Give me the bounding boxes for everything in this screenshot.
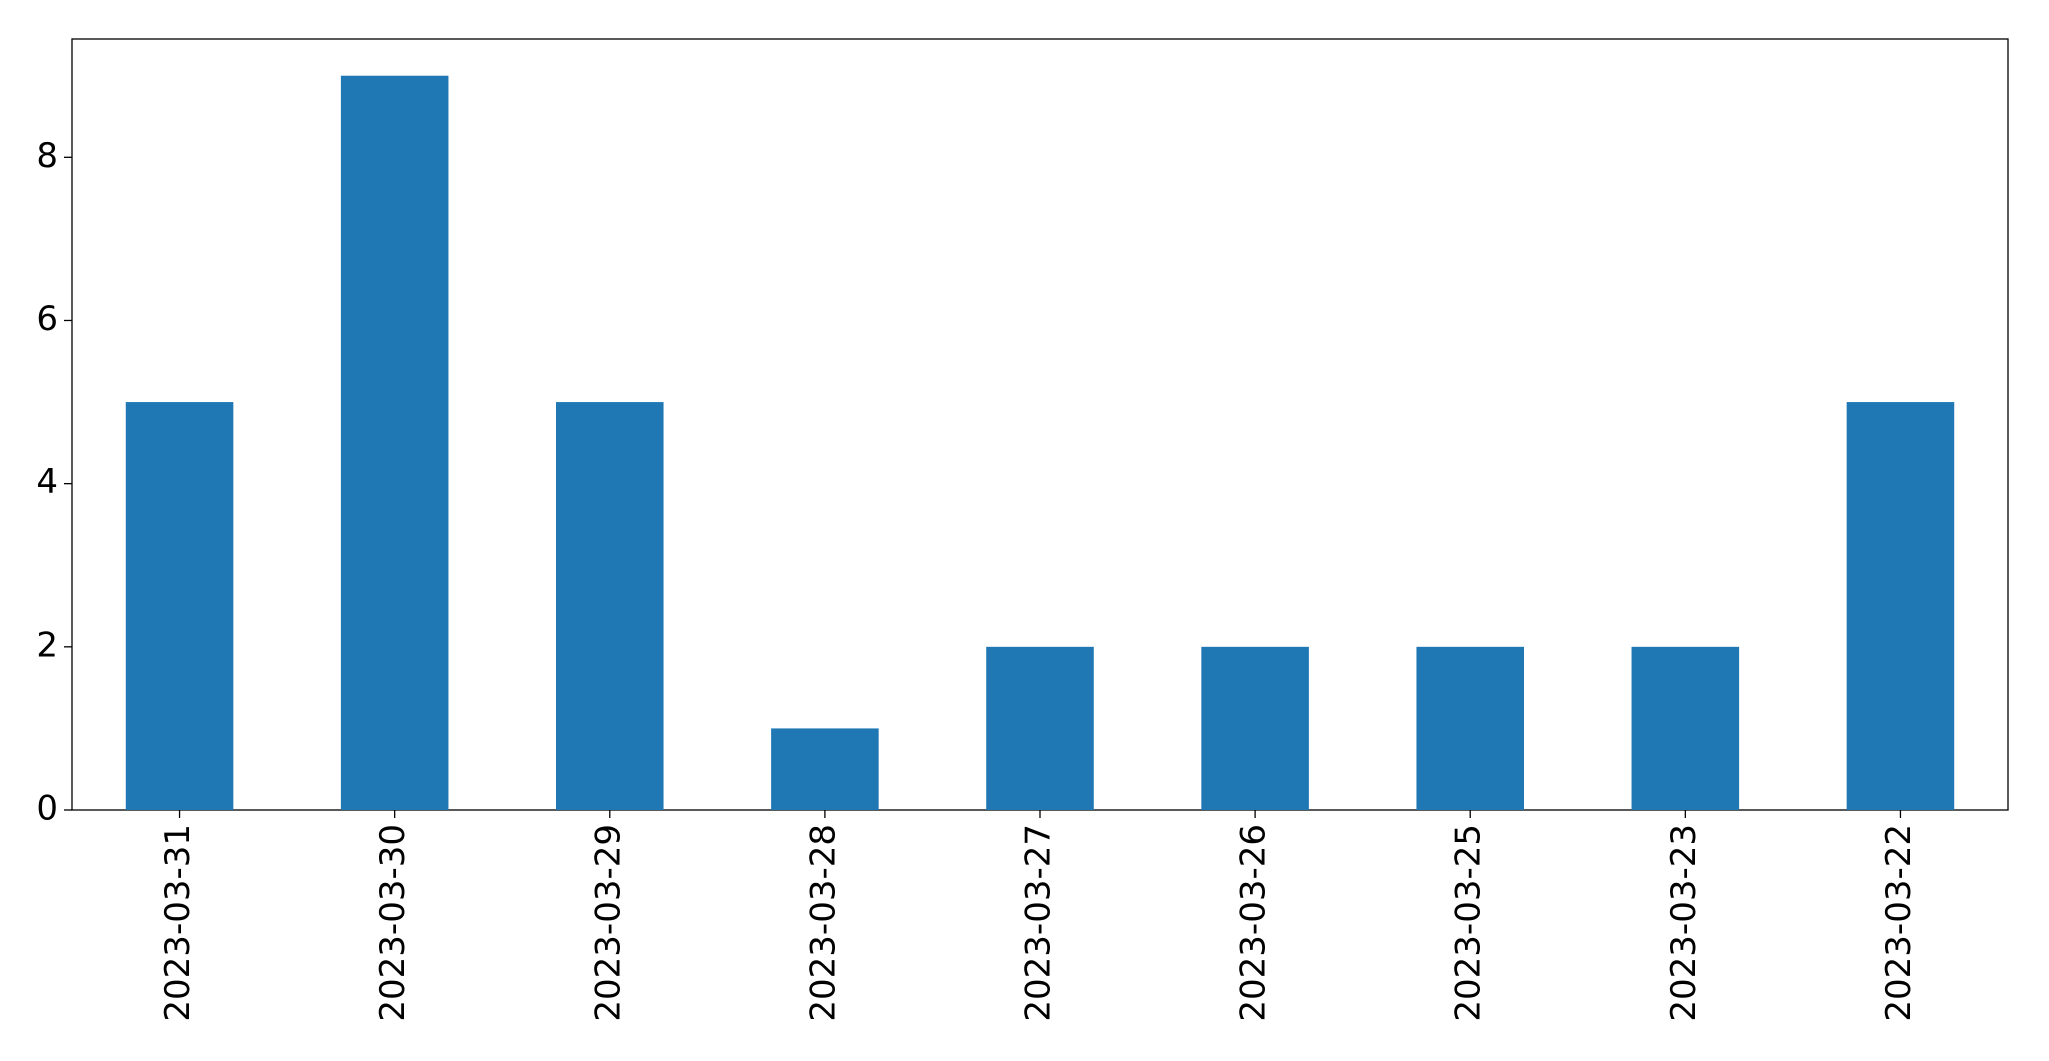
y-tick-label: 8 — [36, 136, 58, 176]
x-tick-label: 2023-03-28 — [803, 824, 843, 1022]
x-tick-label: 2023-03-22 — [1879, 824, 1919, 1022]
y-tick-label: 4 — [36, 462, 58, 502]
x-tick-label: 2023-03-23 — [1664, 824, 1704, 1022]
bar — [771, 728, 879, 810]
y-tick-label: 2 — [36, 625, 58, 665]
bar — [556, 402, 664, 810]
y-tick-label: 6 — [36, 299, 58, 339]
y-tick-label: 0 — [36, 789, 58, 829]
bar — [125, 402, 234, 810]
x-tick-label: 2023-03-26 — [1234, 824, 1274, 1022]
bar — [340, 75, 449, 810]
bar — [1846, 402, 1955, 810]
x-tick-label: 2023-03-25 — [1449, 824, 1489, 1022]
bar — [1416, 646, 1524, 810]
x-tick-label: 2023-03-27 — [1019, 824, 1059, 1022]
x-tick-label: 2023-03-31 — [158, 824, 198, 1022]
bar — [1201, 646, 1309, 810]
bar — [1631, 646, 1740, 810]
x-tick-label: 2023-03-29 — [588, 824, 628, 1022]
x-tick-label: 2023-03-30 — [373, 824, 413, 1022]
bar — [986, 646, 1094, 810]
